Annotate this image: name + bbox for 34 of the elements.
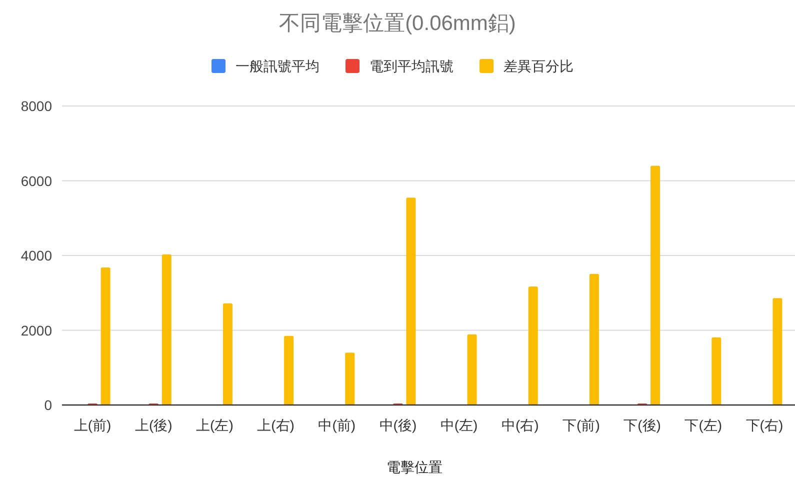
bar bbox=[345, 352, 355, 405]
bar bbox=[406, 198, 416, 405]
x-tick-label: 上(右) bbox=[257, 417, 294, 433]
x-tick-label: 上(前) bbox=[74, 417, 112, 433]
bar bbox=[467, 334, 477, 405]
legend-label: 一般訊號平均 bbox=[236, 58, 320, 74]
y-tick-label: 4000 bbox=[20, 248, 52, 264]
bar bbox=[284, 336, 294, 405]
legend-label: 電到平均訊號 bbox=[370, 58, 454, 74]
x-tick-label: 上(左) bbox=[196, 417, 234, 433]
bar bbox=[650, 166, 660, 405]
x-tick-label: 上(後) bbox=[134, 417, 172, 433]
bar bbox=[712, 337, 722, 405]
x-tick-label: 中(後) bbox=[379, 417, 417, 433]
x-tick-label: 中(前) bbox=[318, 417, 356, 433]
bar bbox=[589, 274, 599, 405]
y-tick-label: 0 bbox=[44, 397, 52, 413]
y-tick-label: 2000 bbox=[20, 322, 52, 338]
bar bbox=[162, 254, 172, 405]
legend-label: 差異百分比 bbox=[504, 58, 574, 74]
x-tick-label: 下(後) bbox=[624, 417, 661, 433]
x-tick-label: 下(左) bbox=[684, 417, 722, 433]
bar bbox=[772, 298, 782, 405]
x-axis-title: 電擊位置 bbox=[386, 459, 442, 475]
x-tick-label: 中(右) bbox=[501, 417, 539, 433]
x-tick-label: 下(右) bbox=[746, 417, 784, 433]
y-tick-label: 8000 bbox=[20, 98, 52, 114]
bar bbox=[100, 267, 110, 405]
bar bbox=[222, 303, 232, 405]
chart-title: 不同電擊位置(0.06mm鋁) bbox=[279, 12, 516, 35]
x-tick-label: 下(前) bbox=[562, 417, 600, 433]
x-tick-label: 中(左) bbox=[440, 417, 478, 433]
bar bbox=[528, 286, 538, 405]
y-tick-label: 6000 bbox=[20, 172, 52, 189]
